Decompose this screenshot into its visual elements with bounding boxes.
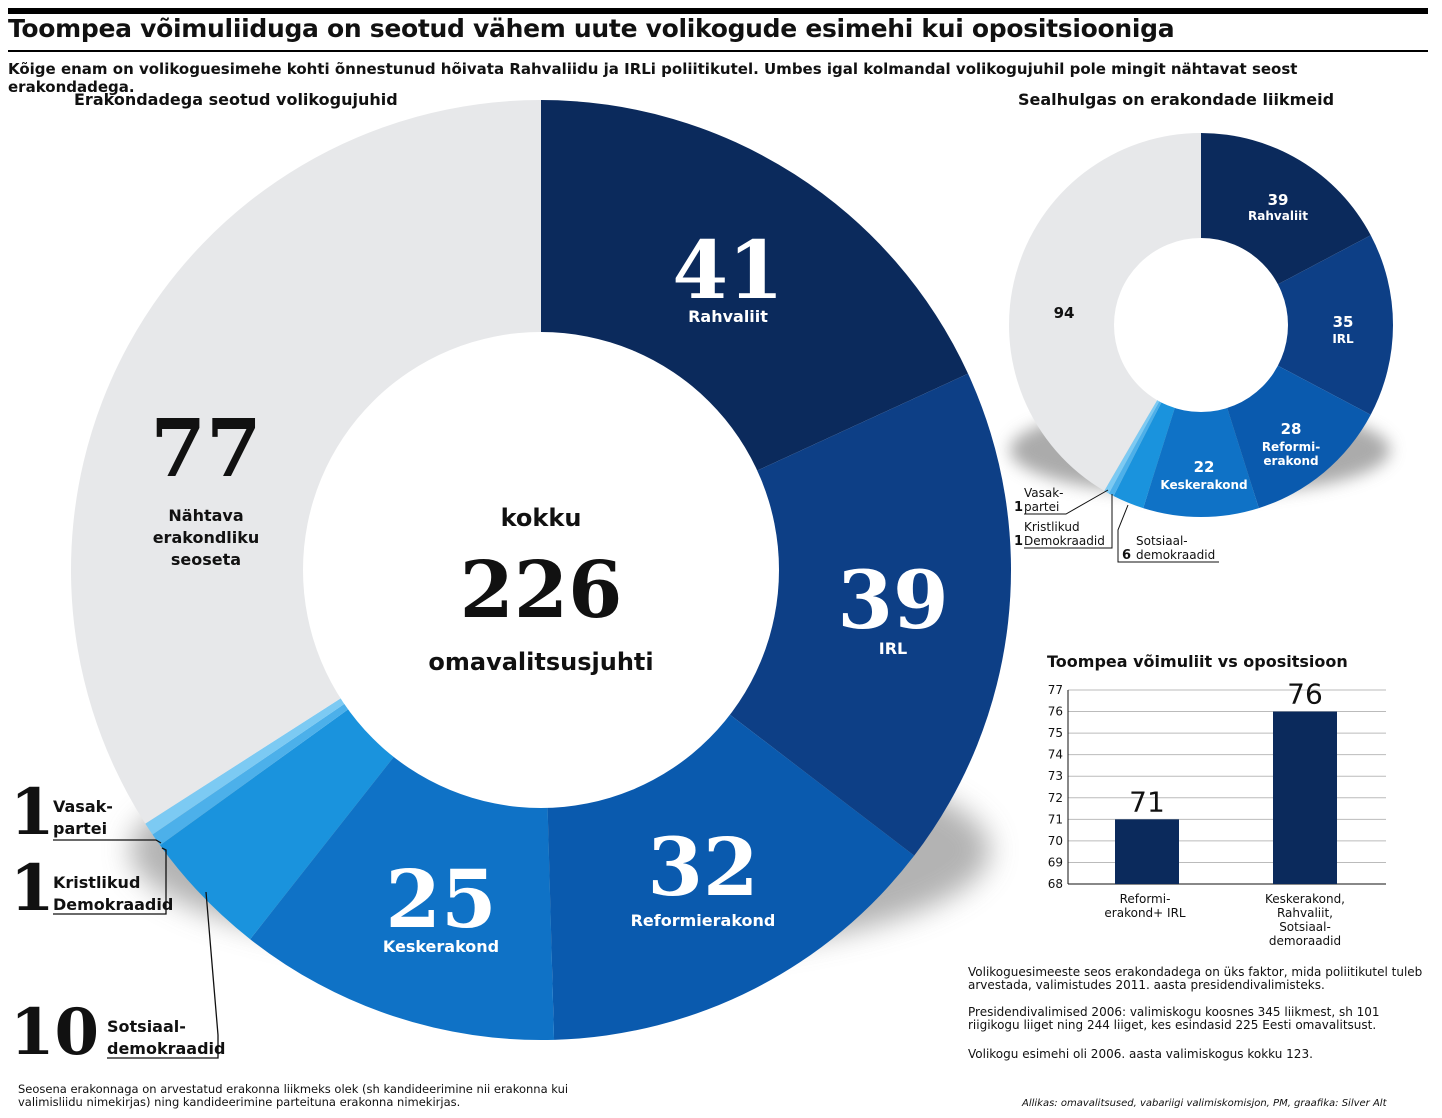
s-callout-vasak-value: 1 bbox=[1014, 500, 1023, 515]
bar-cat2-line3: Sotsiaal- bbox=[1279, 920, 1331, 934]
note-2: Presidendivalimised 2006: valimiskogu ko… bbox=[968, 1005, 1380, 1032]
label-irl-name: IRL bbox=[879, 639, 907, 658]
s-label-kesk-name: Keskerakond bbox=[1160, 478, 1247, 492]
bar-2 bbox=[1273, 711, 1337, 884]
center-bottom-label: omavalitsusjuhti bbox=[428, 648, 653, 676]
callout-vasak-value: 1 bbox=[10, 775, 55, 850]
s-callout-sots-line2: demokraadid bbox=[1136, 548, 1215, 562]
small-donut-title: Sealhulgas on erakondade liikmeid bbox=[1018, 90, 1335, 109]
bar-cat2-line1: Keskerakond, bbox=[1265, 892, 1345, 906]
top-rule bbox=[8, 8, 1428, 14]
label-none-value: 77 bbox=[150, 401, 261, 495]
bar-cat2-line4: demoraadid bbox=[1269, 934, 1341, 948]
bar-1 bbox=[1115, 819, 1179, 884]
callout-kristlik-line2: Demokraadid bbox=[53, 895, 173, 914]
callout-vasak-line2: partei bbox=[53, 819, 107, 838]
bar-y-tick-label: 70 bbox=[1048, 834, 1063, 848]
label-none-line2: erakondliku bbox=[153, 528, 260, 547]
page-subtitle: Kõige enam on volikoguesimehe kohti õnne… bbox=[8, 60, 1298, 96]
s-label-irl-value: 35 bbox=[1333, 313, 1354, 331]
label-irl-value: 39 bbox=[837, 553, 948, 647]
title-rule bbox=[8, 50, 1428, 52]
bar-y-ticks: 68 69 70 71 72 73 74 75 76 77 bbox=[1048, 683, 1063, 891]
s-label-none-value: 94 bbox=[1054, 304, 1075, 322]
s-callout-vasak-line bbox=[1024, 489, 1109, 515]
callout-sots-line2: demokraadid bbox=[107, 1039, 225, 1058]
bar-cat2-line2: Rahvaliit, bbox=[1277, 906, 1333, 920]
credit-line: Allikas: omavalitsused, vabariigi valimi… bbox=[1022, 1098, 1387, 1109]
label-reform-name: Reformierakond bbox=[631, 911, 776, 930]
small-donut-hole bbox=[1114, 238, 1288, 412]
bar-y-tick-label: 77 bbox=[1048, 683, 1063, 697]
s-label-kesk-value: 22 bbox=[1194, 458, 1215, 476]
callout-kristlik-line bbox=[53, 847, 167, 915]
small-slices-slice-none bbox=[1009, 133, 1201, 491]
bar-y-tick-label: 73 bbox=[1048, 769, 1063, 783]
s-label-reform-line2: erakond bbox=[1263, 454, 1318, 468]
big-slices-slice-irl bbox=[541, 373, 1011, 856]
callout-sots-value: 10 bbox=[10, 995, 99, 1070]
center-value: 226 bbox=[460, 545, 623, 636]
small-slices-slice-kesk bbox=[1143, 325, 1259, 518]
s-callout-vasak-line2: partei bbox=[1024, 500, 1059, 514]
bar-cat1-line2: erakond+ IRL bbox=[1104, 906, 1186, 920]
center-top-label: kokku bbox=[501, 504, 582, 532]
callout-vasak-line1: Vasak- bbox=[53, 797, 113, 816]
note-3: Volikogu esimehi oli 2006. aasta valimis… bbox=[968, 1047, 1313, 1061]
big-donut-hole bbox=[303, 332, 779, 808]
bar-y-tick-label: 75 bbox=[1048, 726, 1063, 740]
bar-cat1-line1: Reformi- bbox=[1120, 892, 1171, 906]
label-none-line1: Nähtava bbox=[168, 506, 243, 525]
label-reform-value: 32 bbox=[647, 820, 758, 914]
callout-kristlik-value: 1 bbox=[10, 851, 55, 926]
s-callout-sots-line1: Sotsiaal- bbox=[1136, 534, 1188, 548]
big-donut-title: Erakondadega seotud volikogujuhid bbox=[74, 90, 398, 109]
bar-y-tick-label: 74 bbox=[1048, 748, 1063, 762]
label-rahvaliit-value: 41 bbox=[672, 223, 783, 317]
s-label-reform-line1: Reformi- bbox=[1262, 440, 1320, 454]
s-callout-sots-line bbox=[1117, 504, 1219, 563]
label-none-line3: seoseta bbox=[171, 550, 241, 569]
bar-chart-title: Toompea võimuliit vs opositsioon bbox=[1047, 652, 1348, 671]
callout-kristlik-line1: Kristlikud bbox=[53, 873, 140, 892]
s-callout-kristlik-line2: Demokraadid bbox=[1024, 534, 1105, 548]
bar-2-value-label: 76 bbox=[1287, 678, 1323, 711]
s-callout-kristlik-line bbox=[1024, 494, 1113, 549]
s-callout-sots-value: 6 bbox=[1122, 548, 1131, 563]
footnote: Seosena erakonnaga on arvestatud erakonn… bbox=[18, 1082, 569, 1109]
bar-y-tick-label: 69 bbox=[1048, 855, 1063, 869]
label-rahvaliit-name: Rahvaliit bbox=[688, 307, 768, 326]
s-callout-kristlik-line1: Kristlikud bbox=[1024, 520, 1080, 534]
bar-y-tick-label: 72 bbox=[1048, 791, 1063, 805]
bar-y-tick-label: 76 bbox=[1048, 705, 1063, 719]
s-callout-kristlik-value: 1 bbox=[1014, 534, 1023, 549]
s-label-irl-name: IRL bbox=[1332, 332, 1354, 346]
s-callout-vasak-line1: Vasak- bbox=[1024, 486, 1064, 500]
s-label-reform-value: 28 bbox=[1281, 420, 1302, 438]
s-label-rahvaliit-value: 39 bbox=[1268, 191, 1289, 209]
s-label-rahvaliit-name: Rahvaliit bbox=[1248, 209, 1308, 223]
small-slices-slice-irl bbox=[1201, 235, 1394, 415]
bar-y-tick-label: 71 bbox=[1048, 812, 1063, 826]
bar-1-value-label: 71 bbox=[1129, 785, 1165, 818]
callout-sots-line1: Sotsiaal- bbox=[107, 1017, 186, 1036]
callout-vasak-line bbox=[53, 839, 162, 844]
page-title: Toompea võimuliiduga on seotud vähem uut… bbox=[8, 14, 1175, 43]
label-kesk-value: 25 bbox=[385, 852, 496, 946]
note-1: Volikoguesimeeste seos erakondadega on ü… bbox=[968, 965, 1423, 992]
bar-series: 71 76 bbox=[1115, 678, 1337, 884]
callout-sots-line bbox=[107, 891, 219, 1059]
bar-y-tick-label: 68 bbox=[1048, 877, 1063, 891]
label-kesk-name: Keskerakond bbox=[383, 937, 499, 956]
